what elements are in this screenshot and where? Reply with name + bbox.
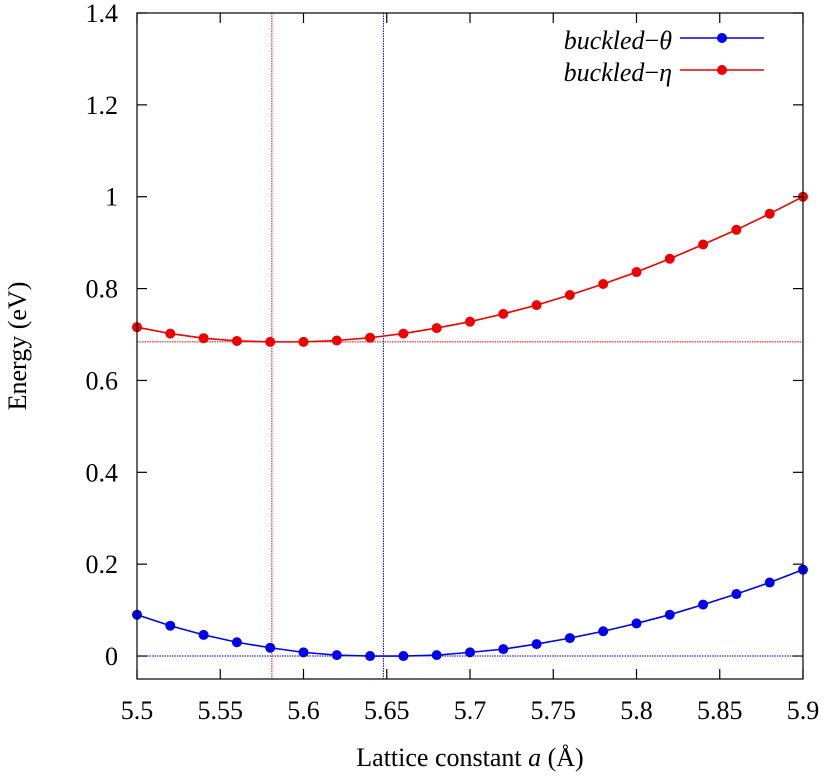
data-point-theta (398, 651, 409, 662)
data-point-eta (531, 300, 542, 311)
data-point-eta (498, 308, 509, 319)
legend-marker-theta (717, 33, 727, 43)
data-point-eta (764, 208, 775, 219)
x-tick-label: 5.75 (531, 696, 577, 725)
data-point-eta (564, 290, 575, 301)
data-point-theta (664, 609, 675, 620)
x-axis-title-variable: a (528, 743, 541, 772)
data-point-theta (431, 650, 442, 661)
data-point-eta (331, 335, 342, 346)
data-point-theta (598, 626, 609, 637)
legend-label-theta-base: buckled (564, 26, 646, 55)
series-layer (132, 191, 808, 662)
data-point-eta (664, 253, 675, 264)
legend-label-theta: buckled−θ (564, 26, 673, 55)
legend: buckled−θ buckled−η (564, 26, 764, 87)
data-point-eta (231, 335, 242, 346)
data-point-eta (731, 224, 742, 235)
legend-label-eta-dash: − (644, 58, 659, 87)
data-point-theta (265, 642, 276, 653)
data-point-theta (698, 599, 709, 610)
x-axis: 5.5 5.55 5.6 5.65 5.7 5.75 5.8 5.85 5.9 (121, 13, 820, 725)
data-point-theta (165, 620, 176, 631)
legend-label-eta: buckled−η (564, 58, 672, 87)
data-point-eta (631, 267, 642, 278)
data-point-eta (398, 328, 409, 339)
y-tick-label: 1.4 (86, 0, 119, 28)
data-point-theta (764, 577, 775, 588)
data-point-theta (465, 647, 475, 658)
x-tick-label: 5.7 (454, 696, 487, 725)
x-axis-title-unit: (Å) (548, 743, 584, 772)
data-point-theta (631, 618, 642, 629)
x-tick-label: 5.5 (121, 696, 154, 725)
y-tick-label: 1 (105, 183, 118, 212)
x-axis-title-text: Lattice constant (356, 743, 522, 772)
y-tick-label: 0.6 (86, 366, 119, 395)
y-axis-title: Energy (eV) (3, 282, 32, 411)
data-point-theta (298, 647, 309, 658)
y-tick-label: 0.2 (86, 550, 119, 579)
data-point-eta (598, 278, 609, 289)
legend-label-theta-symbol: θ (659, 26, 672, 55)
minimum-guide-lines (137, 13, 803, 679)
data-point-theta (231, 637, 242, 648)
data-point-theta (365, 651, 376, 662)
y-tick-label: 1.2 (86, 91, 119, 120)
data-point-eta (298, 336, 309, 347)
data-point-eta (165, 328, 176, 339)
x-tick-label: 5.8 (620, 696, 653, 725)
data-point-theta (564, 633, 575, 644)
legend-label-theta-dash: − (645, 26, 660, 55)
data-point-eta (265, 336, 276, 347)
x-axis-title: Lattice constant a (Å) (356, 743, 583, 772)
data-point-eta (698, 239, 709, 250)
x-tick-label: 5.65 (364, 696, 410, 725)
data-point-theta (731, 589, 742, 600)
data-point-eta (198, 333, 209, 344)
data-point-theta (331, 650, 342, 661)
data-point-eta (465, 316, 475, 327)
y-tick-label: 0.8 (86, 275, 119, 304)
y-tick-label: 0 (105, 642, 118, 671)
x-tick-label: 5.85 (697, 696, 743, 725)
data-point-eta (431, 323, 442, 334)
y-axis: 0 0.2 0.4 0.6 0.8 1 1.2 1.4 (86, 0, 803, 671)
plot-frame (136, 12, 804, 680)
legend-label-eta-base: buckled (564, 58, 646, 87)
legend-label-eta-symbol: η (659, 58, 672, 87)
data-point-eta (365, 332, 376, 343)
x-tick-label: 5.55 (198, 696, 244, 725)
x-tick-label: 5.6 (287, 696, 320, 725)
data-point-theta (531, 639, 542, 650)
y-tick-label: 0.4 (86, 458, 119, 487)
data-point-theta (198, 629, 209, 640)
x-tick-label: 5.9 (787, 696, 820, 725)
data-point-theta (498, 644, 509, 655)
legend-marker-eta (717, 65, 727, 75)
